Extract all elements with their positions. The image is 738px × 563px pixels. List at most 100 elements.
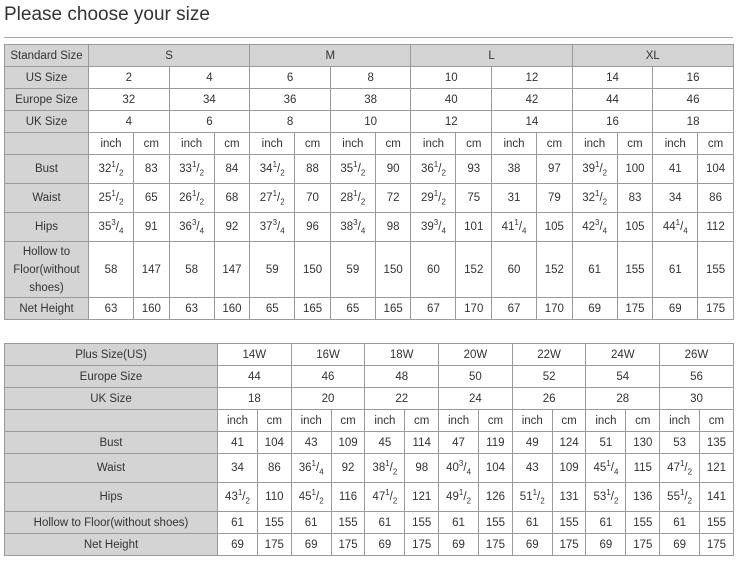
value-inch: 351/2: [329, 154, 376, 184]
value-inch: 451/4: [585, 453, 627, 483]
value-inch: 381/2: [364, 453, 406, 483]
unit-cm: cm: [551, 409, 587, 432]
uk-size-cell: 12: [410, 110, 493, 133]
value-cm: 91: [133, 212, 170, 242]
unit-inch: inch: [410, 132, 457, 155]
value-cm: 152: [536, 241, 573, 298]
plus-size-row: Plus Size(US) 14W 16W 18W 20W 22W 24W 26W: [4, 343, 734, 366]
us-size-cell: 6: [249, 66, 331, 89]
value-inch: 67: [491, 297, 538, 320]
value-cm: 101: [455, 212, 493, 242]
value-inch: 261/2: [168, 183, 215, 213]
row-label: Hollow to Floor(without shoes): [4, 511, 218, 534]
value-cm: 155: [257, 511, 292, 534]
row-label: UK Size: [4, 387, 218, 410]
unit-inch: inch: [438, 409, 480, 432]
value-inch: 441/4: [652, 212, 699, 242]
value-cm: 79: [536, 183, 573, 213]
value-inch: 69: [217, 533, 258, 556]
row-label: Bust: [4, 431, 218, 454]
uk-size-cell: 28: [585, 387, 661, 410]
measurement-row: Waist 34 86 361/4 92 381/2 98 403/4 104 43 109 451/…: [4, 453, 734, 483]
value-cm: 92: [330, 453, 366, 483]
value-cm: 175: [551, 533, 587, 556]
row-label: [4, 409, 218, 432]
value-cm: 175: [616, 297, 654, 320]
value-cm: 155: [625, 511, 661, 534]
plus-size-cell: 14W: [217, 343, 292, 366]
value-inch: 61: [290, 511, 332, 534]
value-cm: 116: [330, 482, 366, 512]
value-inch: 69: [511, 533, 553, 556]
value-cm: 147: [133, 241, 170, 298]
uk-size-cell: 20: [290, 387, 366, 410]
value-inch: 69: [585, 533, 627, 556]
value-inch: 271/2: [249, 183, 296, 213]
value-cm: 155: [697, 241, 734, 298]
measurement-row: Waist 251/2 65 261/2 68 271/2 70 281/2 72 291/2 75…: [4, 183, 734, 213]
value-cm: 175: [330, 533, 366, 556]
value-inch: 61: [511, 511, 553, 534]
measurement-row: Net Height 69 175 69 175 69 175 69 175 69 175 69 175…: [4, 533, 734, 556]
plus-size-cell: 20W: [438, 343, 513, 366]
uk-size-row: UK Size 4 6 8 10 12 14 16 18: [4, 110, 734, 133]
value-cm: 155: [404, 511, 440, 534]
value-cm: 93: [455, 154, 493, 184]
plus-size-cell: 24W: [585, 343, 661, 366]
value-inch: 53: [659, 431, 701, 454]
row-label: [4, 132, 89, 155]
value-inch: 67: [410, 297, 457, 320]
row-label: Hollow to Floor(without shoes): [4, 241, 89, 298]
unit-cm: cm: [625, 409, 661, 432]
row-label: Europe Size: [4, 88, 89, 111]
row-label: UK Size: [4, 110, 89, 133]
uk-size-cell: 10: [329, 110, 412, 133]
uk-size-cell: 6: [168, 110, 251, 133]
value-cm: 175: [625, 533, 661, 556]
value-inch: 321/2: [88, 154, 134, 184]
uk-size-cell: 4: [88, 110, 170, 133]
row-label: Net Height: [4, 533, 218, 556]
value-inch: 363/4: [168, 212, 215, 242]
unit-cm: cm: [536, 132, 573, 155]
uk-size-cell: 16: [571, 110, 654, 133]
value-cm: 100: [616, 154, 654, 184]
value-inch: 61: [659, 511, 701, 534]
value-inch: 65: [249, 297, 296, 320]
value-cm: 136: [625, 482, 661, 512]
value-cm: 150: [294, 241, 331, 298]
us-size-cell: 12: [491, 66, 573, 89]
value-inch: 60: [410, 241, 457, 298]
value-cm: 119: [478, 431, 513, 454]
unit-inch: inch: [249, 132, 296, 155]
us-size-cell: 8: [329, 66, 412, 89]
value-cm: 83: [616, 183, 654, 213]
value-inch: 41: [217, 431, 258, 454]
value-inch: 331/2: [168, 154, 215, 184]
value-inch: 69: [290, 533, 332, 556]
value-inch: 511/2: [511, 482, 553, 512]
value-cm: 170: [536, 297, 573, 320]
value-inch: 353/4: [88, 212, 134, 242]
value-inch: 59: [249, 241, 296, 298]
value-cm: 165: [374, 297, 412, 320]
value-cm: 83: [133, 154, 170, 184]
value-cm: 98: [374, 212, 412, 242]
row-label: US Size: [4, 66, 89, 89]
value-inch: 373/4: [249, 212, 296, 242]
unit-cm: cm: [133, 132, 170, 155]
unit-inch: inch: [585, 409, 627, 432]
value-inch: 551/2: [659, 482, 701, 512]
value-cm: 75: [455, 183, 493, 213]
row-label: Net Height: [4, 297, 89, 320]
value-inch: 383/4: [329, 212, 376, 242]
value-cm: 109: [551, 453, 587, 483]
measurement-row: Bust 321/2 83 331/2 84 341/2 88 351/2 90 361/2 93 3…: [4, 154, 734, 184]
unit-inch: inch: [511, 409, 553, 432]
plus-size-cell: 18W: [364, 343, 440, 366]
unit-inch: inch: [88, 132, 134, 155]
value-cm: 72: [374, 183, 412, 213]
value-cm: 135: [699, 431, 734, 454]
unit-inch: inch: [491, 132, 538, 155]
row-label: Standard Size: [4, 44, 89, 67]
